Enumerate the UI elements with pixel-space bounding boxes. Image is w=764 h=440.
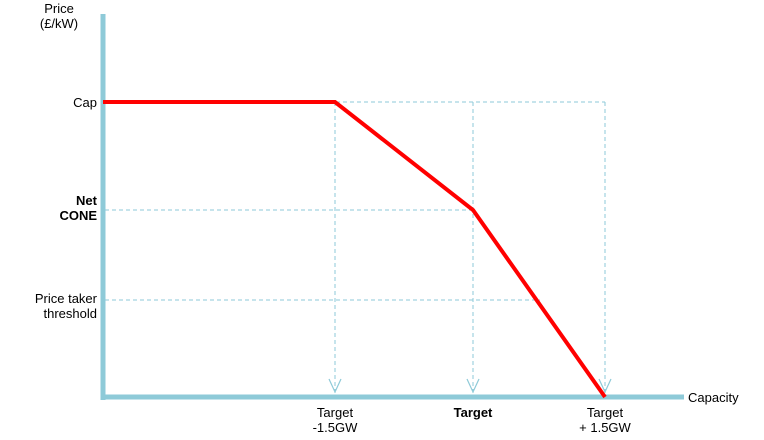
x-tick-target: Target	[454, 405, 493, 420]
guide-arrow-target-minus	[328, 378, 342, 394]
x-axis-title: Capacity	[688, 390, 739, 405]
x-tick-target-minus-line-2: -1.5GW	[313, 420, 359, 435]
y-tick-net-cone-line-2: CONE	[59, 208, 97, 223]
demand-curve-line	[103, 100, 607, 399]
y-tick-net-cone: Net CONE	[59, 193, 97, 223]
x-tick-target-minus-line-1: Target	[317, 405, 354, 420]
y-tick-price-taker: Price taker threshold	[35, 291, 98, 321]
guide-arrow-target	[466, 378, 480, 394]
x-tick-target-plus-line-1: Target	[587, 405, 624, 420]
x-tick-target-plus: Target + 1.5GW	[579, 405, 631, 435]
demand-curve	[103, 100, 607, 399]
x-tick-target-minus: Target -1.5GW	[313, 405, 359, 435]
y-axis-title: Price (£/kW)	[40, 1, 78, 31]
guide-lines	[105, 101, 612, 394]
axis-labels: Price (£/kW) Capacity Cap Net CONE Price taker…	[35, 1, 739, 435]
guide-arrow-target-plus	[598, 378, 612, 394]
y-tick-cap: Cap	[73, 95, 97, 110]
x-tick-target-plus-line-2: + 1.5GW	[579, 420, 631, 435]
y-tick-cap-line-1: Cap	[73, 95, 97, 110]
y-axis-title-line-1: Price	[44, 1, 74, 16]
y-tick-price-taker-line-2: threshold	[44, 306, 97, 321]
y-tick-price-taker-line-1: Price taker	[35, 291, 98, 306]
y-tick-net-cone-line-1: Net	[76, 193, 98, 208]
axes	[100, 14, 684, 400]
x-tick-target-line-1: Target	[454, 405, 493, 420]
y-axis-title-line-2: (£/kW)	[40, 16, 78, 31]
